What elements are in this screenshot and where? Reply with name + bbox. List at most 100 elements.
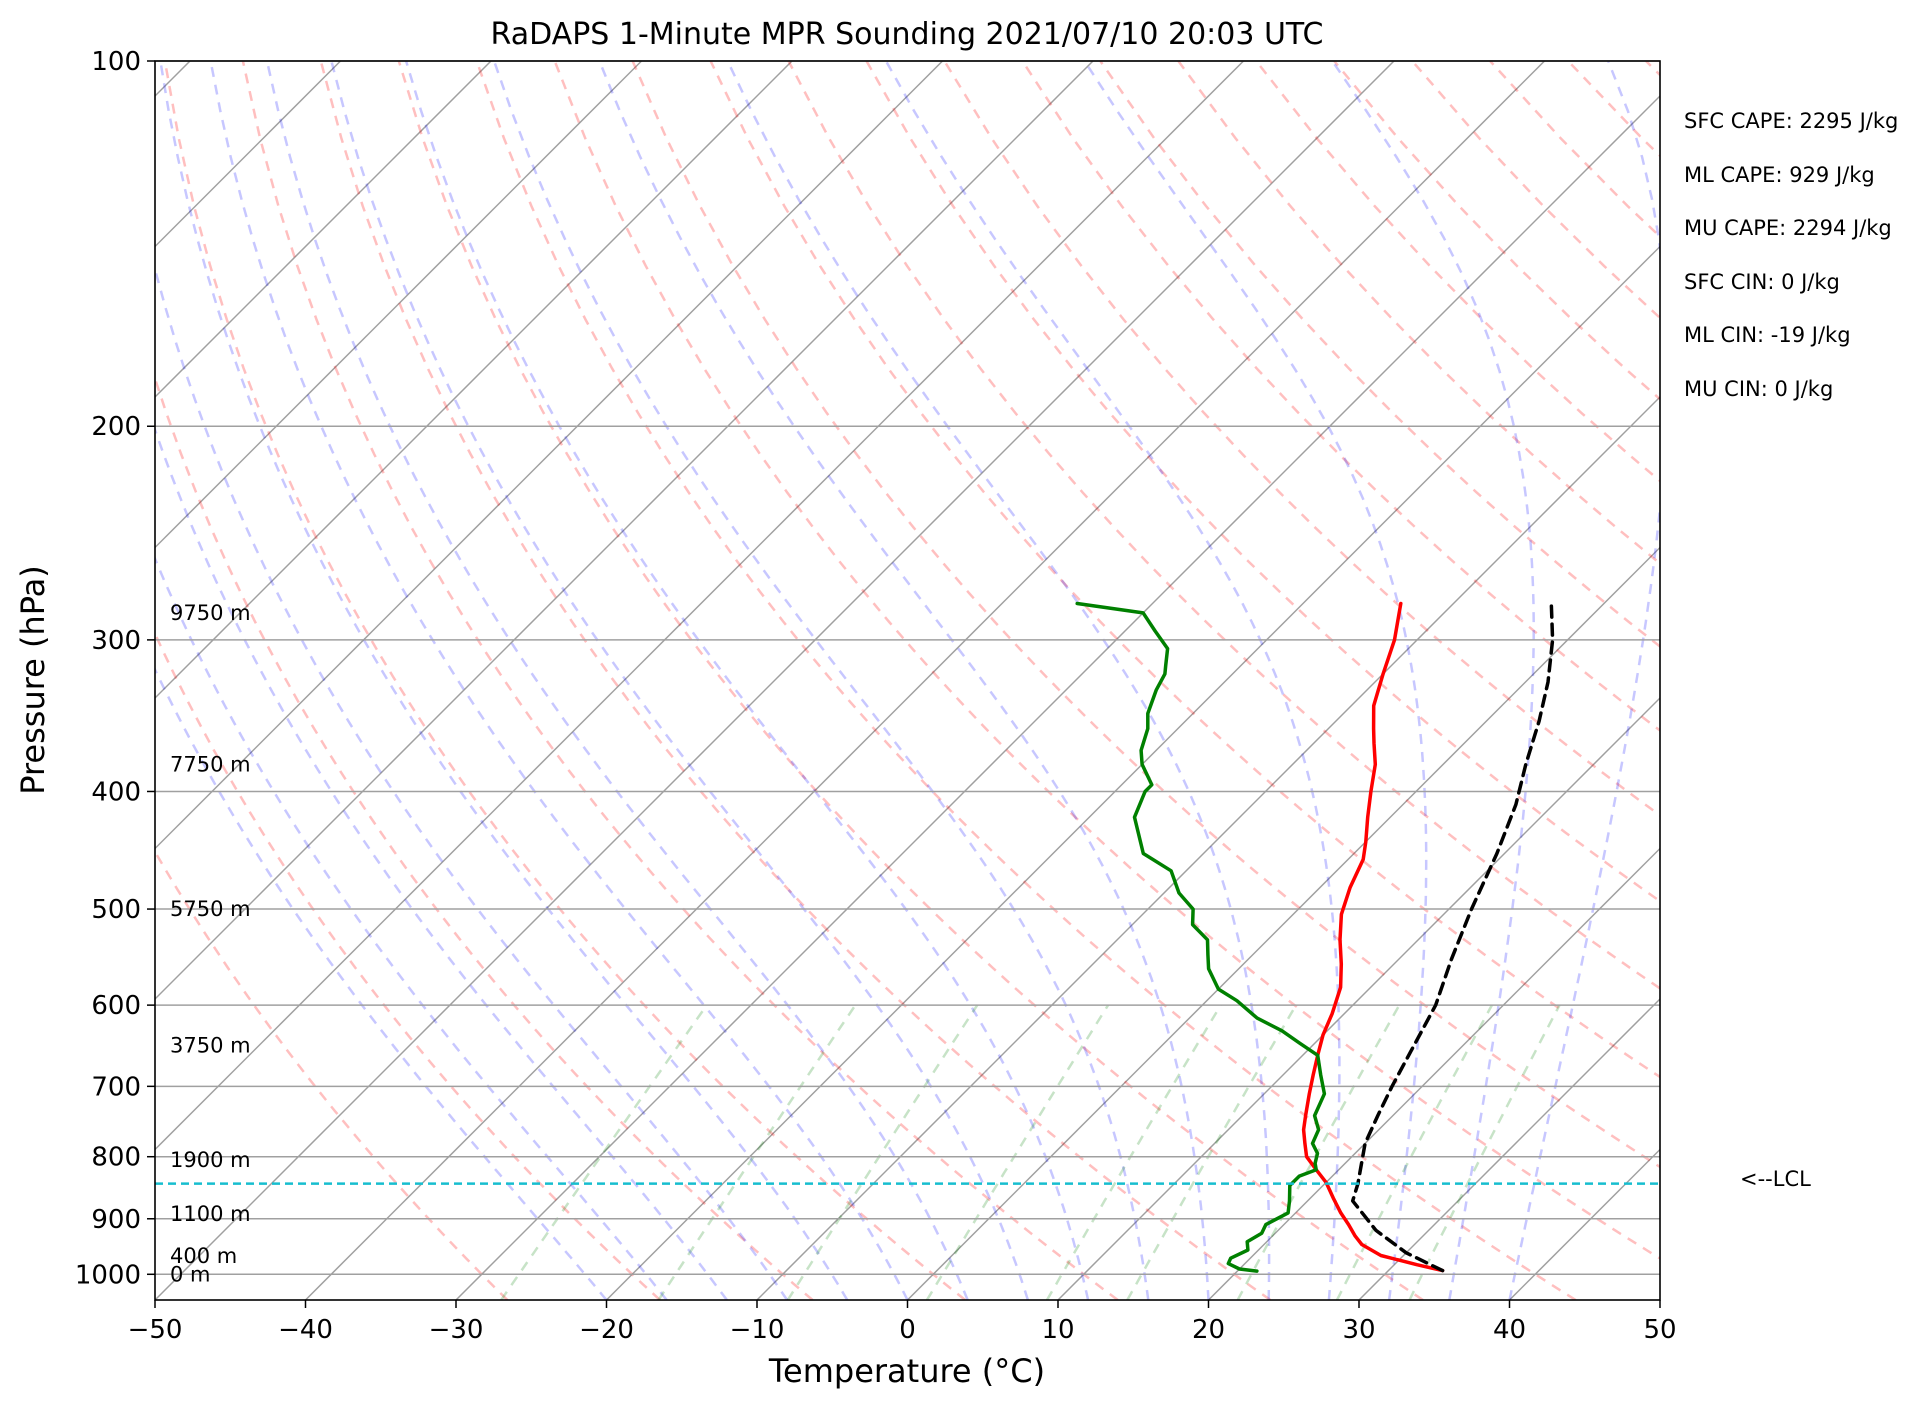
x-tick-label: 30 [1342,1315,1375,1345]
background-lines [155,61,1660,1300]
moist-adiabat-line [1083,61,1428,1300]
x-axis-label: Temperature (°C) [768,1352,1045,1390]
moist-adiabat-line [1331,61,1535,1300]
y-tick-label: 900 [91,1205,141,1235]
y-tick-label: 300 [91,626,141,656]
height-label: 9750 m [170,601,251,625]
y-axis-label: Pressure (hPa) [14,565,52,795]
x-tick-label: 20 [1192,1315,1225,1345]
dry-adiabat-line [397,61,1424,1300]
moist-adiabat-line [209,61,909,1300]
parcel-line [1350,601,1555,1273]
height-labels: 9750 m 7750 m 5750 m 3750 m 1900 m 1100 m 400 … [170,601,251,1286]
mixing-ratio-line [1408,1004,1561,1300]
lcl-label: <--LCL [1740,1167,1811,1191]
y-tick-label: 1000 [75,1260,141,1290]
height-label: 0 m [170,1262,211,1286]
moist-adiabat-line [404,61,1090,1300]
moist-adiabat-line [265,61,969,1300]
isotherm-line [155,61,944,850]
moist-adiabat-line [155,263,789,1300]
y-tick-label: 600 [91,991,141,1021]
sfc-cin-label: SFC CIN: 0 J/kg [1684,270,1840,294]
height-label: 5750 m [170,897,251,921]
isotherm-line [155,61,643,549]
dry-adiabat-line [709,61,1660,1079]
mu-cape-label: MU CAPE: 2294 J/kg [1684,216,1892,240]
isotherm-line [155,61,1395,1300]
dry-adiabat-line [155,630,661,1300]
isotherm-line [155,61,1094,1001]
moist-adiabat-line [1508,61,1660,1300]
y-tick-label: 400 [91,777,141,807]
mixing-ratio-line [1126,1004,1298,1300]
sfc-cape-label: SFC CAPE: 2295 J/kg [1684,109,1898,133]
isotherm-line [906,546,1660,1300]
x-tick-label: 50 [1643,1315,1676,1345]
x-tick-label: −10 [730,1315,785,1345]
x-tick-label: −20 [579,1315,634,1345]
height-label: 7750 m [170,752,251,776]
isotherm-line [155,61,492,399]
isotherm-line [304,61,1546,1300]
isotherm-line [1057,696,1660,1300]
dry-adiabat-line [1021,61,1660,732]
mixing-ratio-line [657,1004,857,1300]
x-tick-label: 0 [899,1315,916,1345]
isotherm-line [756,395,1660,1300]
mixing-ratio-line [1335,1004,1493,1300]
y-axis-ticks: 100 200 300 400 500 600 700 800 900 1000 [75,47,155,1290]
ml-cin-label: ML CIN: -19 J/kg [1684,323,1851,347]
isotherm-line [605,245,1660,1300]
moist-adiabat-line [155,426,728,1300]
height-label: 3750 m [170,1034,251,1058]
stability-annotations: SFC CAPE: 2295 J/kg ML CAPE: 929 J/kg MU… [1684,109,1898,401]
y-tick-label: 700 [91,1072,141,1102]
isotherm-line [155,61,793,700]
isotherm-line [155,61,1245,1151]
dry-adiabat-line [163,61,966,1300]
mixing-ratio-line [1045,1004,1222,1300]
height-label: 400 m [170,1244,237,1268]
dry-adiabat-line [155,849,509,1300]
dry-adiabat-line [631,61,1660,1169]
mixing-ratio-line [925,1004,1110,1300]
dry-adiabat-line [865,61,1660,903]
y-tick-label: 100 [91,47,141,77]
sounding-series [1075,601,1555,1273]
dewpoint-line [1075,601,1327,1273]
isotherm-line [1207,847,1660,1300]
dry-adiabat-line [475,61,1577,1300]
x-axis-ticks: −50 −40 −30 −20 −10 0 10 20 30 40 50 [128,1300,1677,1345]
dry-adiabat-line [319,61,1272,1300]
y-tick-label: 200 [91,412,141,442]
y-tick-label: 500 [91,895,141,925]
moist-adiabat-line [330,61,1030,1300]
moist-adiabat-line [159,61,849,1300]
dry-adiabat-line [155,374,814,1300]
dry-adiabat-line [1099,61,1660,649]
dry-adiabat-line [241,61,1119,1300]
ml-cape-label: ML CAPE: 929 J/kg [1684,163,1875,187]
mixing-ratio-line [786,1004,979,1300]
moist-adiabat-line [155,555,668,1300]
moist-adiabat-line [155,666,608,1300]
x-tick-label: 40 [1493,1315,1526,1345]
x-tick-label: −40 [278,1315,333,1345]
height-label: 1900 m [170,1148,251,1172]
x-tick-label: 10 [1041,1315,1074,1345]
mu-cin-label: MU CIN: 0 J/kg [1684,377,1833,401]
y-tick-label: 800 [91,1143,141,1173]
x-tick-label: −50 [128,1315,183,1345]
isotherm-line [455,94,1660,1300]
x-tick-label: −30 [429,1315,484,1345]
temperature-line [1301,601,1445,1273]
moist-adiabat-line [884,61,1341,1300]
dry-adiabat-line [553,61,1660,1260]
chart-title: RaDAPS 1-Minute MPR Sounding 2021/07/10 … [491,17,1324,52]
isotherm-line [1358,997,1660,1300]
moist-adiabat-line [492,61,1150,1300]
height-label: 1100 m [170,1202,251,1226]
dry-adiabat-line [787,61,1660,990]
